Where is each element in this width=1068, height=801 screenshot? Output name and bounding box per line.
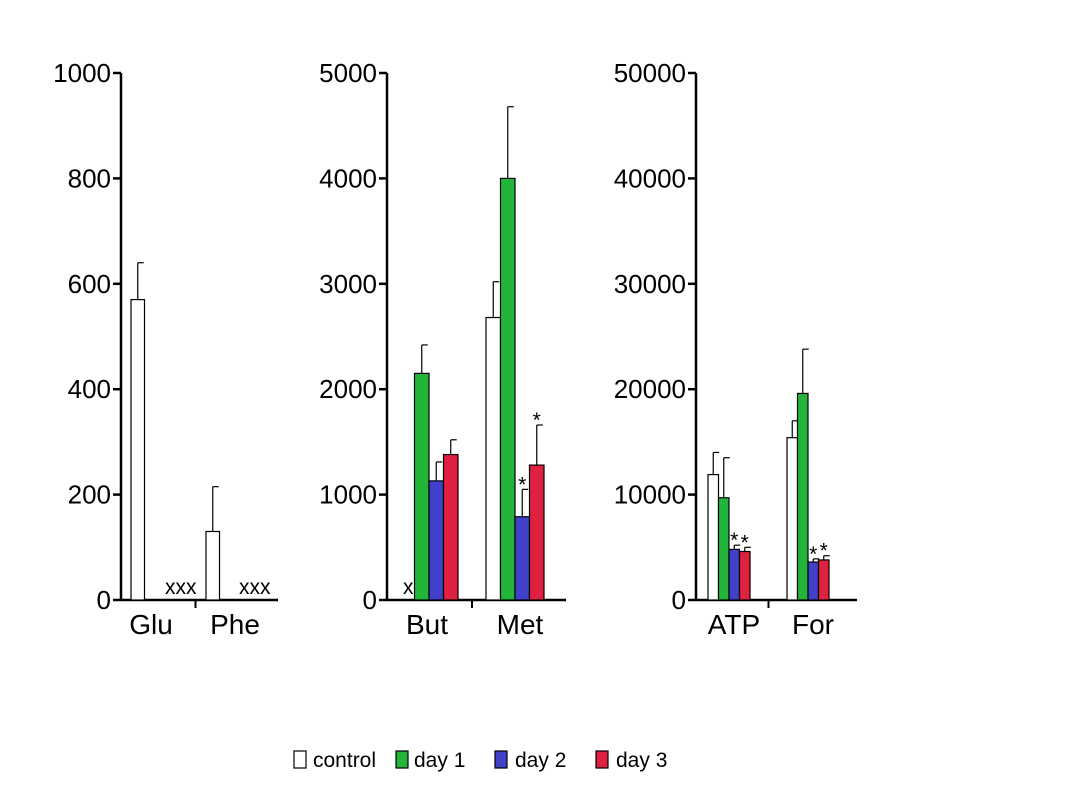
legend-item-day3: day 3: [595, 749, 667, 772]
legend-swatch: [293, 750, 307, 769]
bar-day2-for: [807, 561, 820, 601]
y-tick-label: 50000: [614, 58, 686, 88]
x-tick-label: Met: [497, 609, 544, 640]
y-tick-label: 200: [68, 480, 111, 510]
y-tick-label: 3000: [319, 269, 377, 299]
legend: control day 1 day 2 day 3: [293, 749, 667, 772]
significance-marker: *: [730, 529, 738, 552]
y-tick-label: 2000: [319, 374, 377, 404]
y-tick-label: 0: [363, 585, 377, 615]
bar-control-for: [786, 437, 799, 601]
bar-day1-met: [499, 177, 516, 601]
significance-marker: *: [518, 473, 526, 496]
bar-day3-atp: [738, 550, 751, 601]
y-tick-label: 4000: [319, 163, 377, 193]
y-tick-label: 1000: [319, 480, 377, 510]
bar-day1-for: [796, 392, 809, 601]
y-tick-label: 1000: [53, 58, 111, 88]
x-tick-label: ATP: [708, 609, 760, 640]
bar-day1-atp: [717, 497, 730, 601]
y-tick-label: 10000: [614, 480, 686, 510]
bar-day3-for: [817, 559, 830, 601]
significance-marker: *: [820, 540, 828, 563]
y-tick-label: 800: [68, 163, 111, 193]
significance-marker: *: [809, 543, 817, 566]
legend-swatch: [494, 750, 508, 769]
y-tick-label: 600: [68, 269, 111, 299]
bar-control-met: [485, 316, 502, 601]
legend-label: day 2: [515, 749, 566, 772]
y-tick-label: 0: [672, 585, 686, 615]
bar-control-glu: [130, 299, 146, 601]
bar-control-phe: [205, 530, 221, 601]
y-tick-label: 20000: [614, 374, 686, 404]
y-tick-label: 40000: [614, 163, 686, 193]
legend-swatch: [595, 750, 609, 769]
legend-item-day2: day 2: [494, 749, 566, 772]
bar-day2-but: [428, 480, 445, 601]
legend-swatch: [395, 750, 409, 769]
missing-data-marker: x: [403, 576, 414, 599]
legend-label: day 1: [414, 749, 465, 772]
significance-marker: *: [741, 531, 749, 554]
y-tick-label: 5000: [319, 58, 377, 88]
x-tick-label: But: [406, 609, 448, 640]
bar-day2-met: [514, 516, 531, 601]
legend-item-day1: day 1: [395, 749, 465, 772]
missing-data-marker: xxx: [165, 576, 197, 599]
x-tick-label: For: [792, 609, 834, 640]
bar-day3-but: [442, 453, 459, 601]
bar-day2-atp: [728, 548, 741, 601]
x-tick-label: Phe: [210, 609, 260, 640]
y-tick-label: 0: [97, 585, 111, 615]
legend-label: control: [313, 749, 376, 772]
significance-marker: *: [533, 409, 541, 432]
bar-day3-met: [528, 464, 545, 601]
bar-day1-but: [413, 372, 430, 601]
y-tick-label: 30000: [614, 269, 686, 299]
bar-control-atp: [707, 473, 720, 601]
missing-data-marker: xxx: [239, 576, 271, 599]
y-tick-label: 400: [68, 374, 111, 404]
x-tick-label: Glu: [129, 609, 173, 640]
legend-label: day 3: [616, 749, 667, 772]
legend-item-control: control: [293, 749, 376, 772]
chart-panel-2: 0 1000 2000 3000 4000 5000 But Met x * *: [319, 58, 566, 640]
